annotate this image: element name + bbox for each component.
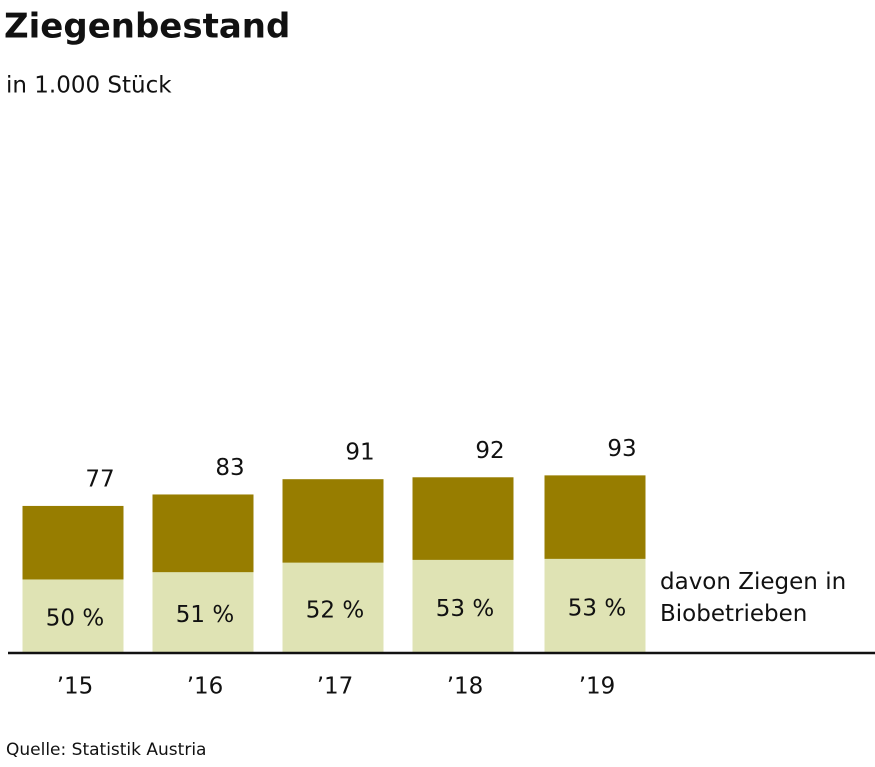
bar-share (22, 579, 124, 653)
bar-share (544, 558, 646, 653)
x-tick-label: ’16 (187, 674, 224, 700)
x-tick-label: ’15 (57, 674, 94, 700)
x-tick-label: ’17 (317, 674, 354, 700)
chart-subtitle: in 1.000 Stück (6, 73, 172, 99)
value-label: 92 (475, 438, 504, 464)
share-label: 52 % (306, 597, 364, 623)
source: Quelle: Statistik Austria (6, 740, 206, 760)
value-label: 83 (215, 455, 244, 481)
value-label: 77 (85, 466, 114, 492)
value-label: 91 (345, 440, 374, 466)
legend-label: davon Ziegen in Biobetrieben (660, 569, 847, 627)
share-label: 51 % (176, 602, 234, 628)
bar-share (152, 572, 254, 653)
bar-share (282, 562, 384, 653)
share-label: 53 % (568, 595, 626, 621)
x-tick-label: ’19 (579, 674, 616, 700)
x-tick-label: ’18 (447, 674, 484, 700)
chart-title: Ziegenbestand (4, 7, 290, 47)
share-label: 53 % (436, 596, 494, 622)
share-label: 50 % (46, 606, 104, 632)
value-label: 93 (607, 436, 636, 462)
bar-share (412, 559, 514, 653)
